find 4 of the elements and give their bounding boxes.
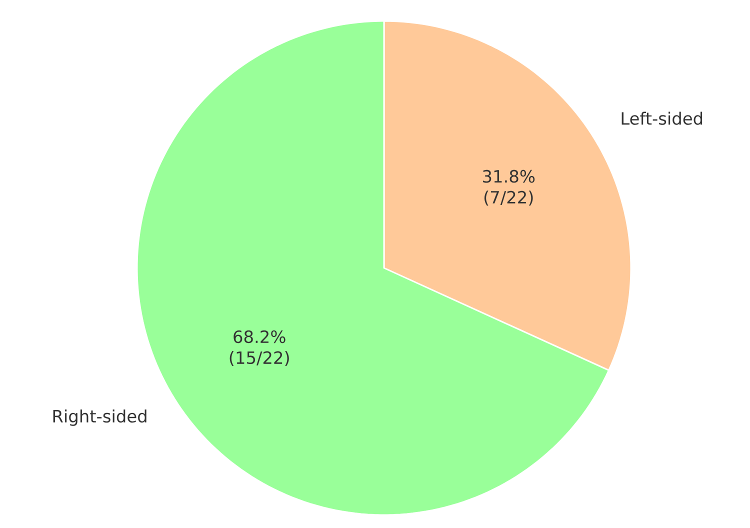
slice-label: Right-sided [53, 409, 146, 426]
data-label: 68.2% (15/22) [230, 330, 289, 366]
data-label: 31.8% (7/22) [483, 170, 535, 206]
slice-label: Left-sided [622, 112, 702, 125]
